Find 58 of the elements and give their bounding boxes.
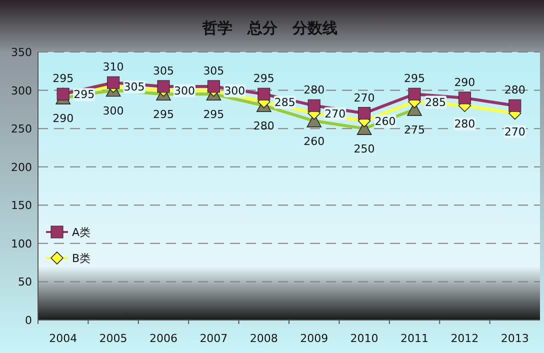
data-label: 295 xyxy=(153,108,174,122)
data-label: 285 xyxy=(274,96,296,109)
y-tick-label: 100 xyxy=(11,237,32,250)
y-tick-label: 200 xyxy=(11,160,32,174)
data-label: 270 xyxy=(354,91,375,104)
data-label: 300 xyxy=(174,84,195,98)
data-label: 285 xyxy=(425,96,446,109)
data-label: 295 xyxy=(74,88,95,102)
data-label: 275 xyxy=(404,123,425,136)
data-label: 280 xyxy=(304,84,325,97)
data-label: 295 xyxy=(404,72,425,86)
data-label: 250 xyxy=(354,142,375,156)
x-tick-label: 2004 xyxy=(49,332,78,345)
y-tick-label: 0 xyxy=(25,314,32,327)
x-tick-label: 2006 xyxy=(150,332,178,345)
x-tick-label: 2009 xyxy=(300,332,328,345)
x-tick-label: 2010 xyxy=(350,332,378,345)
data-label: 295 xyxy=(52,72,74,86)
data-label: 280 xyxy=(253,120,274,133)
x-tick-label: 2008 xyxy=(250,332,278,345)
data-label: 290 xyxy=(52,112,74,125)
data-label: 300 xyxy=(224,84,246,98)
x-tick-label: 2013 xyxy=(500,332,529,345)
point xyxy=(308,99,320,112)
data-label: 290 xyxy=(454,76,476,89)
point xyxy=(107,76,120,89)
data-label: 280 xyxy=(504,84,526,97)
data-label: 280 xyxy=(454,118,476,131)
y-tick-label: 250 xyxy=(11,122,32,136)
data-label: 260 xyxy=(374,114,396,128)
x-tick-label: 2012 xyxy=(450,332,479,345)
data-label: 310 xyxy=(102,60,124,74)
data-label: 300 xyxy=(102,104,124,118)
data-label: 295 xyxy=(203,108,224,122)
point xyxy=(408,88,421,100)
x-tick-label: 2005 xyxy=(99,332,128,345)
data-label: 260 xyxy=(304,134,325,148)
legend-label: B类 xyxy=(72,252,91,265)
point xyxy=(157,80,170,93)
y-tick-label: 50 xyxy=(18,276,32,289)
point xyxy=(508,99,522,112)
data-label: 305 xyxy=(124,80,145,94)
data-label: 305 xyxy=(203,64,224,78)
legend-label: A类 xyxy=(72,226,91,239)
point xyxy=(358,107,371,120)
x-tick-label: 2011 xyxy=(400,332,428,345)
point xyxy=(207,80,220,93)
y-tick-label: 150 xyxy=(11,199,32,212)
data-label: 295 xyxy=(253,72,274,86)
y-tick-label: 350 xyxy=(11,46,32,59)
y-tick-label: 300 xyxy=(11,84,32,98)
data-label: 305 xyxy=(153,64,174,78)
data-label: 270 xyxy=(324,107,346,120)
chart-title: 哲学 总分 分数线 xyxy=(202,19,338,37)
data-label: 270 xyxy=(504,125,526,138)
point xyxy=(458,92,471,104)
x-tick-label: 2007 xyxy=(200,332,228,345)
point xyxy=(258,88,270,100)
